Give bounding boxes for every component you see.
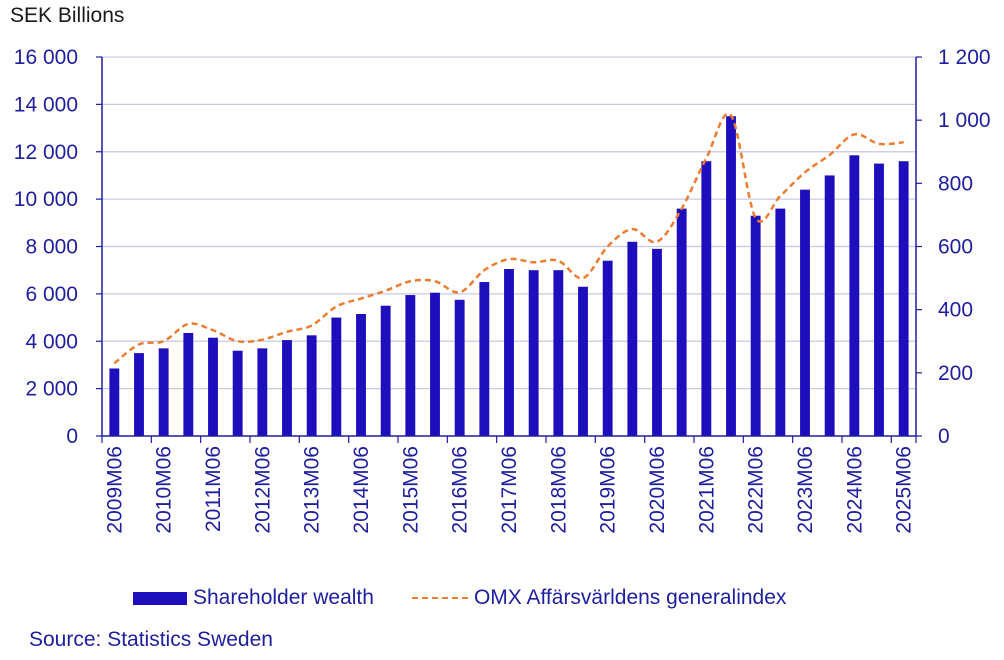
bar-series [109, 116, 909, 436]
legend-bar-swatch [133, 591, 187, 605]
source-note: Source: Statistics Sweden [29, 628, 273, 651]
x-tick-label: 2020M06 [646, 446, 669, 534]
x-tick-label: 2010M06 [153, 446, 176, 534]
bar-shareholder-wealth [158, 348, 169, 436]
x-tick-label: 2023M06 [794, 446, 817, 534]
x-tick-label: 2016M06 [449, 446, 472, 534]
bar-shareholder-wealth [775, 208, 786, 436]
x-tick-label: 2017M06 [498, 446, 521, 534]
bar-shareholder-wealth [849, 155, 860, 436]
bar-shareholder-wealth [479, 282, 490, 436]
bar-shareholder-wealth [405, 295, 416, 436]
right-y-tick-label: 1 000 [938, 109, 991, 132]
bar-shareholder-wealth [528, 270, 539, 436]
bar-shareholder-wealth [380, 305, 391, 436]
bar-shareholder-wealth [750, 215, 761, 436]
left-y-tick-label: 2 000 [25, 378, 78, 401]
left-y-tick-label: 6 000 [25, 283, 78, 306]
x-tick-label: 2021M06 [695, 446, 718, 534]
left-y-tick-labels: 0 2 000 4 000 6 000 8 000 10 000 12 000 14 000 1… [14, 46, 78, 448]
bar-shareholder-wealth [306, 335, 317, 436]
x-tick-label: 2025M06 [893, 446, 916, 534]
x-tick-label: 2014M06 [350, 446, 373, 534]
line-series [113, 112, 904, 365]
bar-shareholder-wealth [257, 348, 268, 436]
bar-shareholder-wealth [183, 332, 194, 436]
legend-line-swatch [411, 597, 468, 599]
bar-shareholder-wealth [553, 270, 564, 436]
right-y-tick-label: 200 [938, 362, 973, 385]
legend-bar-label: Shareholder wealth [193, 586, 374, 609]
y-axis-units-label: SEK Billions [10, 4, 125, 27]
x-tick-labels: 2009M06 2010M06 2011M06 2012M06 2013M06 2014M… [103, 446, 915, 534]
x-tick-label: 2013M06 [301, 446, 324, 534]
bar-shareholder-wealth [874, 163, 884, 436]
right-y-tick-label: 800 [938, 172, 973, 195]
line-omx-index [113, 112, 904, 365]
x-tick-label: 2009M06 [103, 446, 126, 534]
x-tick-label: 2019M06 [597, 446, 620, 534]
bar-shareholder-wealth [208, 337, 218, 436]
right-y-tick-label: 400 [938, 299, 973, 322]
bar-shareholder-wealth [504, 269, 514, 436]
combo-chart: 0 2 000 4 000 6 000 8 000 10 000 12 000 14 000 1… [14, 46, 991, 534]
right-y-tick-label: 0 [938, 425, 950, 448]
right-y-tick-label: 1 200 [938, 46, 991, 69]
x-tick-label: 2024M06 [843, 446, 866, 534]
x-tick-label: 2011M06 [202, 446, 225, 532]
bar-shareholder-wealth [331, 317, 342, 436]
legend-line-label: OMX Affärsvärldens generalindex [473, 586, 787, 609]
right-y-tick-label: 600 [938, 236, 973, 259]
right-y-tick-labels: 0 200 400 600 800 1 000 1 200 [938, 46, 991, 448]
axes [96, 56, 922, 443]
left-y-tick-label: 16 000 [14, 46, 78, 69]
bar-shareholder-wealth [282, 340, 292, 436]
x-tick-label: 2015M06 [399, 446, 422, 534]
left-y-tick-label: 0 [66, 425, 78, 448]
bar-shareholder-wealth [134, 353, 144, 436]
bar-shareholder-wealth [627, 241, 638, 436]
bar-shareholder-wealth [356, 314, 366, 436]
x-tick-label: 2018M06 [547, 446, 570, 534]
bar-shareholder-wealth [430, 292, 440, 436]
bar-shareholder-wealth [232, 350, 243, 436]
bar-shareholder-wealth [726, 116, 736, 436]
bar-shareholder-wealth [800, 189, 810, 436]
bar-shareholder-wealth [824, 175, 835, 436]
bar-shareholder-wealth [898, 161, 909, 436]
bar-shareholder-wealth [652, 248, 662, 436]
bar-shareholder-wealth [602, 260, 613, 436]
left-y-tick-label: 12 000 [14, 141, 78, 164]
x-tick-label: 2022M06 [745, 446, 768, 534]
left-y-tick-label: 8 000 [25, 236, 78, 259]
legend: Shareholder wealth OMX Affärsvärldens ge… [133, 586, 786, 610]
left-y-tick-label: 10 000 [14, 188, 78, 211]
left-y-tick-label: 4 000 [25, 330, 78, 353]
bar-shareholder-wealth [454, 299, 465, 436]
bar-shareholder-wealth [109, 368, 120, 436]
x-tick-label: 2012M06 [251, 446, 274, 534]
left-y-tick-label: 14 000 [14, 93, 78, 116]
bar-shareholder-wealth [676, 208, 687, 436]
bar-shareholder-wealth [701, 161, 712, 436]
bar-shareholder-wealth [578, 286, 588, 436]
